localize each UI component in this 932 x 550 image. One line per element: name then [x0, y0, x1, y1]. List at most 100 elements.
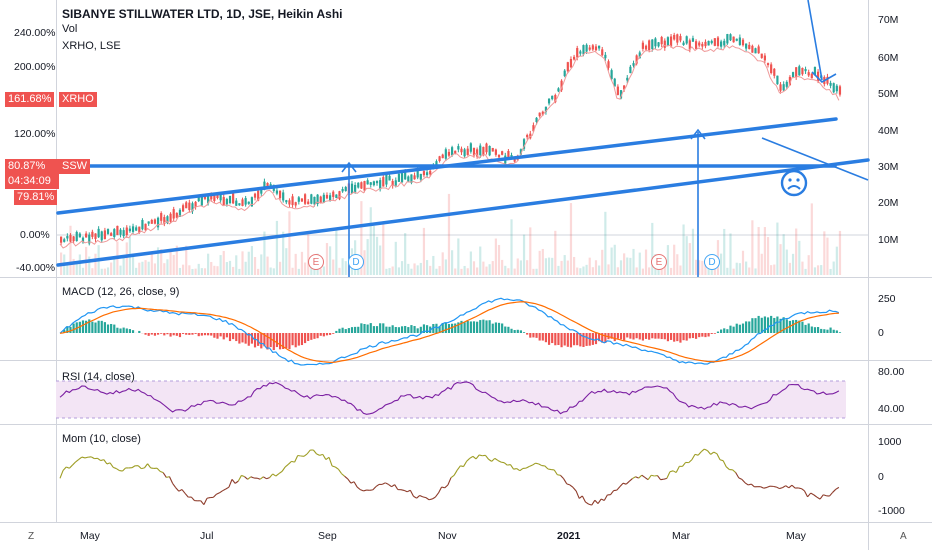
volume-bar [388, 268, 391, 275]
volume-bar [360, 201, 363, 275]
momentum-line-segment [641, 474, 646, 478]
mom-legend[interactable]: Mom (10, close) [62, 433, 141, 445]
earnings-badge[interactable]: E [308, 254, 324, 270]
compare-legend[interactable]: XRHO, LSE [62, 40, 121, 52]
macd-histogram-bar [641, 333, 644, 341]
candle-body [519, 149, 523, 155]
candle-body [106, 229, 110, 234]
momentum-line-segment [303, 453, 308, 457]
momentum-line-segment [516, 468, 521, 472]
candle-body [576, 48, 579, 58]
trendlines[interactable] [56, 117, 870, 267]
macd-histogram-bar [222, 333, 225, 340]
macd-histogram-bar [444, 322, 447, 333]
momentum-line-segment [782, 485, 786, 489]
annotation-arrows[interactable] [341, 0, 869, 277]
volume-bar [88, 256, 91, 275]
candle-body [147, 221, 150, 224]
volume-legend[interactable]: Vol [62, 23, 78, 35]
momentum-line-segment [557, 474, 561, 476]
macd-histogram-bar [357, 326, 360, 333]
volume-bar [723, 228, 726, 275]
candle-body [782, 84, 785, 91]
volume-bar [598, 265, 601, 275]
macd-histogram-bar [644, 333, 648, 339]
time-axis-label: Sep [318, 530, 337, 542]
dividend-badge[interactable]: D [348, 254, 364, 270]
macd-histogram-bar [451, 323, 454, 333]
momentum-line-segment [353, 481, 358, 488]
macd-histogram-bar [260, 333, 263, 349]
earnings-badge[interactable]: E [651, 254, 667, 270]
macd-histogram-bar [385, 326, 388, 333]
candle-body [416, 169, 419, 178]
momentum-line-segment [441, 486, 445, 489]
momentum-line-segment [813, 494, 818, 498]
momentum-line-segment [400, 489, 405, 491]
macd-histogram-bar [532, 333, 535, 338]
volume-bar [416, 265, 419, 275]
volume-bar [713, 268, 716, 275]
momentum-line-segment [622, 482, 627, 485]
sad-face-icon[interactable] [780, 169, 808, 197]
candle-body [588, 47, 591, 50]
momentum-line-segment [507, 464, 511, 466]
candle-body [141, 219, 144, 230]
momentum-line-segment [166, 476, 170, 478]
momentum-line-segment [803, 490, 809, 498]
candle-body [66, 236, 69, 239]
volume-bar [278, 261, 282, 275]
volume-bar [81, 267, 85, 275]
candle-body [238, 203, 241, 206]
momentum-line-segment [581, 495, 586, 503]
momentum-line-segment [122, 467, 127, 472]
momentum-line-segment [116, 468, 120, 472]
candle-body [795, 67, 798, 78]
dividend-badge[interactable]: D [704, 254, 720, 270]
momentum-line-segment [472, 455, 477, 460]
volume-bar [801, 261, 804, 275]
volume-bar [72, 258, 75, 275]
macd-histogram-bar [457, 322, 460, 333]
volume-bar [782, 234, 785, 275]
macd-histogram-bar [648, 333, 651, 340]
candle-body [169, 213, 172, 222]
candle-body [341, 189, 344, 192]
macd-histogram-bar [623, 333, 626, 341]
rsi-axis-label: 40.00 [878, 403, 905, 415]
candle-body [294, 202, 297, 206]
volume-bar [463, 265, 466, 275]
macd-histogram-bar [347, 328, 350, 333]
zoom-button[interactable]: Z [28, 531, 35, 542]
volume-bar [197, 263, 200, 275]
rsi-axis-label: 80.00 [878, 366, 905, 378]
momentum-line-segment [172, 483, 177, 489]
volume-bar [569, 203, 573, 275]
volume-axis-label: 30M [878, 161, 899, 173]
candle-body [691, 38, 695, 42]
candle-body [247, 201, 250, 204]
momentum-line-segment [391, 484, 395, 488]
volume-bar [372, 225, 375, 275]
volume-bar [144, 260, 147, 275]
volume-bar [644, 249, 648, 275]
rsi-legend[interactable]: RSI (14, close) [62, 371, 135, 383]
candle-body [679, 36, 682, 41]
volume-bar [153, 263, 157, 275]
macd-histogram-bar [591, 333, 594, 345]
volume-bar [685, 236, 688, 275]
candle-body [735, 38, 738, 41]
macd-histogram-bar [103, 322, 106, 333]
macd-histogram-bar [407, 327, 410, 333]
macd-histogram-bar [551, 333, 554, 344]
candle-body [128, 228, 132, 232]
candle-body [663, 40, 666, 48]
auto-scale-button[interactable]: A [900, 531, 907, 542]
volume-bar [225, 262, 228, 275]
macd-histogram-bar [554, 333, 557, 346]
rsi-band [56, 381, 846, 418]
macd-legend[interactable]: MACD (12, 26, close, 9) [62, 286, 180, 298]
volume-bar [363, 250, 366, 275]
momentum-line-segment [760, 486, 765, 489]
